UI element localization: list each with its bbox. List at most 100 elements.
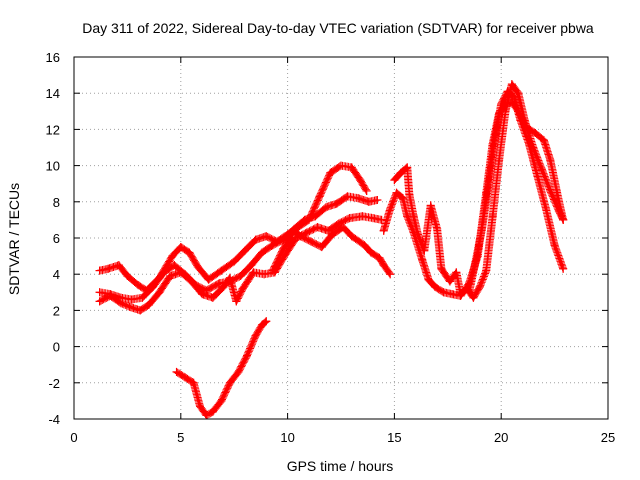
data-point [170, 261, 179, 270]
data-point [307, 237, 316, 246]
data-point [149, 282, 158, 291]
data-point [396, 168, 405, 177]
y-tick-label: 6 [53, 231, 60, 246]
data-point [159, 268, 168, 277]
data-point [268, 266, 277, 275]
data-point [448, 290, 457, 299]
data-point [300, 215, 309, 224]
data-point [433, 224, 442, 233]
x-axis-label: GPS time / hours [287, 458, 394, 474]
y-tick-label: 8 [53, 195, 60, 210]
x-tick-label: 20 [494, 430, 508, 445]
data-point [524, 139, 533, 148]
y-axis-label: SDTVAR / TECUs [6, 183, 22, 295]
data-point [424, 275, 433, 284]
data-point [362, 186, 371, 195]
data-point [503, 87, 512, 96]
series-track-5 [268, 223, 395, 279]
data-point [166, 272, 175, 281]
data-point [542, 205, 551, 214]
data-point [95, 288, 104, 297]
data-point [488, 212, 497, 221]
data-point [514, 89, 523, 98]
data-point [168, 252, 177, 261]
data-point [155, 288, 164, 297]
data-point [144, 300, 153, 309]
data-point [217, 266, 226, 275]
data-point [546, 156, 555, 165]
data-point [510, 92, 519, 101]
data-point [225, 378, 234, 387]
data-point [390, 176, 399, 185]
data-point [495, 156, 504, 165]
data-point [398, 194, 407, 203]
data-point [452, 268, 461, 277]
data-point [490, 136, 499, 145]
data-point [343, 192, 352, 201]
data-point [204, 275, 213, 284]
data-point [516, 116, 525, 125]
data-point [172, 367, 181, 376]
data-point [262, 232, 271, 241]
data-point [236, 272, 245, 281]
data-point [95, 266, 104, 275]
y-tick-label: 2 [53, 303, 60, 318]
data-point [125, 302, 134, 311]
data-point [243, 351, 252, 360]
data-point [262, 317, 271, 326]
data-point [290, 226, 299, 235]
data-point [317, 243, 326, 252]
data-point [208, 293, 217, 302]
data-point [315, 192, 324, 201]
data-point [251, 331, 260, 340]
data-point [326, 168, 335, 177]
series-track-1 [95, 161, 371, 295]
data-point [379, 261, 388, 270]
data-point [123, 272, 132, 281]
data-point [217, 396, 226, 405]
x-tick-label: 5 [177, 430, 184, 445]
data-point [347, 232, 356, 241]
data-point [409, 228, 418, 237]
data-point [208, 407, 217, 416]
data-point [104, 264, 113, 273]
data-point [439, 288, 448, 297]
data-point [559, 215, 568, 224]
data-points [95, 80, 568, 420]
data-point [386, 205, 395, 214]
data-point [260, 270, 269, 279]
axis-ticks: 0 5 10 15 20 25 -4 -2 0 2 4 6 8 10 12 14 16 [46, 50, 616, 445]
data-point [364, 197, 373, 206]
x-tick-label: 25 [601, 430, 615, 445]
data-point [234, 367, 243, 376]
data-point [138, 293, 147, 302]
data-point [403, 163, 412, 172]
data-point [379, 226, 388, 235]
data-point [445, 277, 454, 286]
y-tick-label: 10 [46, 159, 60, 174]
data-point [533, 172, 542, 181]
data-point [559, 264, 568, 273]
data-point [531, 129, 540, 138]
data-point [358, 212, 367, 221]
data-point [430, 282, 439, 291]
data-point [134, 281, 143, 290]
y-tick-label: -4 [48, 412, 60, 427]
series-track-8 [465, 87, 568, 297]
data-point [187, 277, 196, 286]
data-point [324, 226, 333, 235]
data-point [202, 411, 211, 420]
x-tick-label: 10 [280, 430, 294, 445]
data-point [345, 214, 354, 223]
data-point [469, 293, 478, 302]
data-point [437, 264, 446, 273]
data-point [337, 161, 345, 170]
data-point [247, 261, 256, 270]
x-tick-label: 0 [70, 430, 77, 445]
data-point [181, 373, 190, 382]
data-point [268, 241, 277, 250]
y-tick-label: 0 [53, 340, 60, 355]
data-point [484, 183, 493, 192]
data-point [95, 297, 104, 306]
data-point [127, 295, 136, 304]
